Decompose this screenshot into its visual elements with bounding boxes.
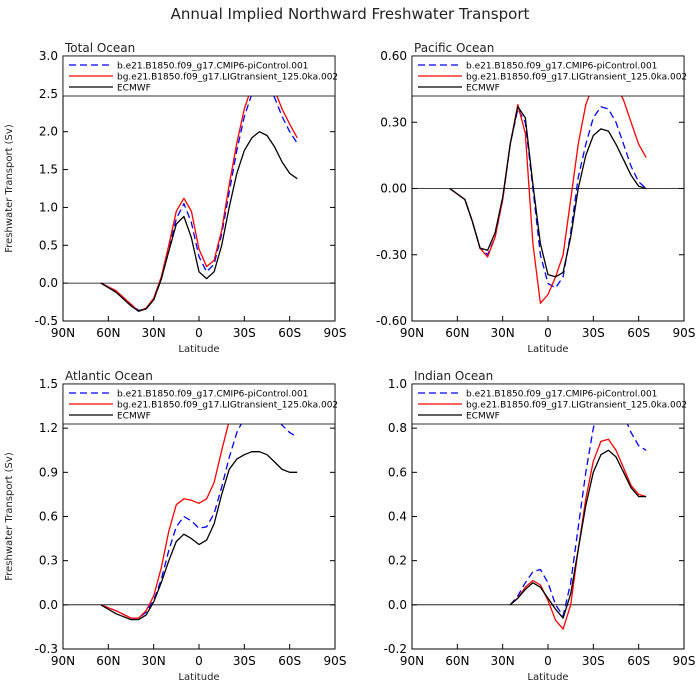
x-tick-label: 90N xyxy=(400,654,424,668)
x-tick-label: 30S xyxy=(582,326,605,340)
figure-title: Annual Implied Northward Freshwater Tran… xyxy=(171,5,530,23)
series-line xyxy=(100,408,298,619)
legend-entry: ECMWF xyxy=(466,84,500,94)
x-tick-label: 30N xyxy=(142,654,166,668)
x-tick-label: 90S xyxy=(673,326,696,340)
legend-entry: b.e21.B1850.f09_g17.CMIP6-piControl.001 xyxy=(117,390,308,400)
x-tick-label: 0 xyxy=(195,326,203,340)
panel-title: Indian Ocean xyxy=(414,369,493,383)
series-line xyxy=(100,451,298,621)
y-tick-label: 0.3 xyxy=(39,554,58,568)
series-line xyxy=(100,81,298,312)
x-tick-label: 30N xyxy=(142,326,166,340)
x-tick-label: 90S xyxy=(673,654,696,668)
y-tick-label: 2.5 xyxy=(39,87,58,101)
series-line xyxy=(509,438,647,630)
series-line xyxy=(100,131,298,312)
panel-3: 90N 60N 30N 0 30S 60S 90S -0.3 0.0 0.3 0.6 0.9 1.2 1.… xyxy=(4,369,346,683)
x-axis-label: Latitude xyxy=(527,672,568,683)
y-tick-label: 1.5 xyxy=(39,377,58,391)
y-tick-label: 1.5 xyxy=(39,163,58,177)
y-tick-label: -0.30 xyxy=(376,248,407,262)
series-line xyxy=(449,106,647,278)
x-tick-label: 90N xyxy=(51,326,75,340)
x-axis-label: Latitude xyxy=(178,344,219,355)
x-tick-label: 0 xyxy=(195,654,203,668)
y-tick-label: 3.0 xyxy=(39,49,58,63)
x-tick-label: 60N xyxy=(445,326,469,340)
x-tick-label: 30S xyxy=(582,654,605,668)
x-tick-label: 60N xyxy=(96,326,120,340)
legend-entry: b.e21.B1850.f09_g17.CMIP6-piControl.001 xyxy=(466,390,657,400)
y-tick-label: 0.0 xyxy=(39,276,58,290)
y-tick-label: 0.00 xyxy=(380,182,407,196)
series-line xyxy=(449,75,647,304)
y-tick-label: -0.2 xyxy=(384,642,407,656)
panel-title: Pacific Ocean xyxy=(414,41,494,55)
x-tick-label: 90N xyxy=(400,326,424,340)
legend-entry: bg.e21.B1850.f09_g17.LIGtransient_125.0k… xyxy=(466,73,687,83)
y-tick-label: 1.2 xyxy=(39,421,58,435)
y-tick-label: 0.9 xyxy=(39,465,58,479)
series-line xyxy=(509,449,647,619)
x-tick-label: 60S xyxy=(627,326,650,340)
legend-entry: bg.e21.B1850.f09_g17.LIGtransient_125.0k… xyxy=(117,401,338,411)
panel-title: Total Ocean xyxy=(64,41,135,55)
y-tick-label: 2.0 xyxy=(39,125,58,139)
y-tick-label: 1.0 xyxy=(39,200,58,214)
x-tick-label: 30N xyxy=(491,326,515,340)
y-tick-label: 1.0 xyxy=(388,377,407,391)
x-tick-label: 60S xyxy=(278,326,301,340)
x-tick-label: 90S xyxy=(324,654,347,668)
x-tick-label: 0 xyxy=(544,326,552,340)
legend-entry: ECMWF xyxy=(117,84,151,94)
x-axis-label: Latitude xyxy=(178,672,219,683)
series-line xyxy=(100,74,298,312)
y-tick-label: 0.6 xyxy=(39,510,58,524)
legend-entry: b.e21.B1850.f09_g17.CMIP6-piControl.001 xyxy=(466,62,657,72)
x-tick-label: 30N xyxy=(491,654,515,668)
legend-entry: ECMWF xyxy=(117,412,151,422)
y-tick-label: -0.3 xyxy=(35,642,58,656)
y-tick-label: 0.4 xyxy=(388,510,407,524)
x-tick-label: 60S xyxy=(278,654,301,668)
y-tick-label: -0.5 xyxy=(35,314,58,328)
y-tick-label: 0.8 xyxy=(388,421,407,435)
legend-entry: bg.e21.B1850.f09_g17.LIGtransient_125.0k… xyxy=(466,401,687,411)
legend-entry: bg.e21.B1850.f09_g17.LIGtransient_125.0k… xyxy=(117,73,338,83)
y-tick-label: 0.0 xyxy=(388,598,407,612)
y-tick-label: -0.60 xyxy=(376,314,407,328)
panel-title: Atlantic Ocean xyxy=(65,369,153,383)
x-tick-label: 60S xyxy=(627,654,650,668)
x-tick-label: 60N xyxy=(96,654,120,668)
x-tick-label: 0 xyxy=(544,654,552,668)
panel-4: 90N 60N 30N 0 30S 60S 90S -0.2 0.0 0.2 0.4 0.6 0.8 1.… xyxy=(384,369,696,683)
y-tick-label: 0.60 xyxy=(380,49,407,63)
series-line xyxy=(449,106,647,289)
legend-entry: ECMWF xyxy=(466,412,500,422)
x-tick-label: 90N xyxy=(51,654,75,668)
y-axis-label: Freshwater Transport (Sv) xyxy=(4,124,15,253)
panel-2: 90N 60N 30N 0 30S 60S 90S -0.60 -0.30 0.00 0.30 0.6… xyxy=(376,41,696,355)
x-axis-label: Latitude xyxy=(527,344,568,355)
panel-1: 90N 60N 30N 0 30S 60S 90S -0.5 0.0 0.5 1.0 1.5 2.0 2.… xyxy=(4,41,346,355)
y-tick-label: 0.30 xyxy=(380,115,407,129)
y-tick-label: 0.2 xyxy=(388,554,407,568)
y-tick-label: 0.0 xyxy=(39,598,58,612)
y-tick-label: 0.6 xyxy=(388,465,407,479)
x-tick-label: 30S xyxy=(233,654,256,668)
legend-entry: b.e21.B1850.f09_g17.CMIP6-piControl.001 xyxy=(117,62,308,72)
x-tick-label: 30S xyxy=(233,326,256,340)
y-axis-label: Freshwater Transport (Sv) xyxy=(4,452,15,581)
x-tick-label: 90S xyxy=(324,326,347,340)
x-tick-label: 60N xyxy=(445,654,469,668)
y-tick-label: 0.5 xyxy=(39,238,58,252)
